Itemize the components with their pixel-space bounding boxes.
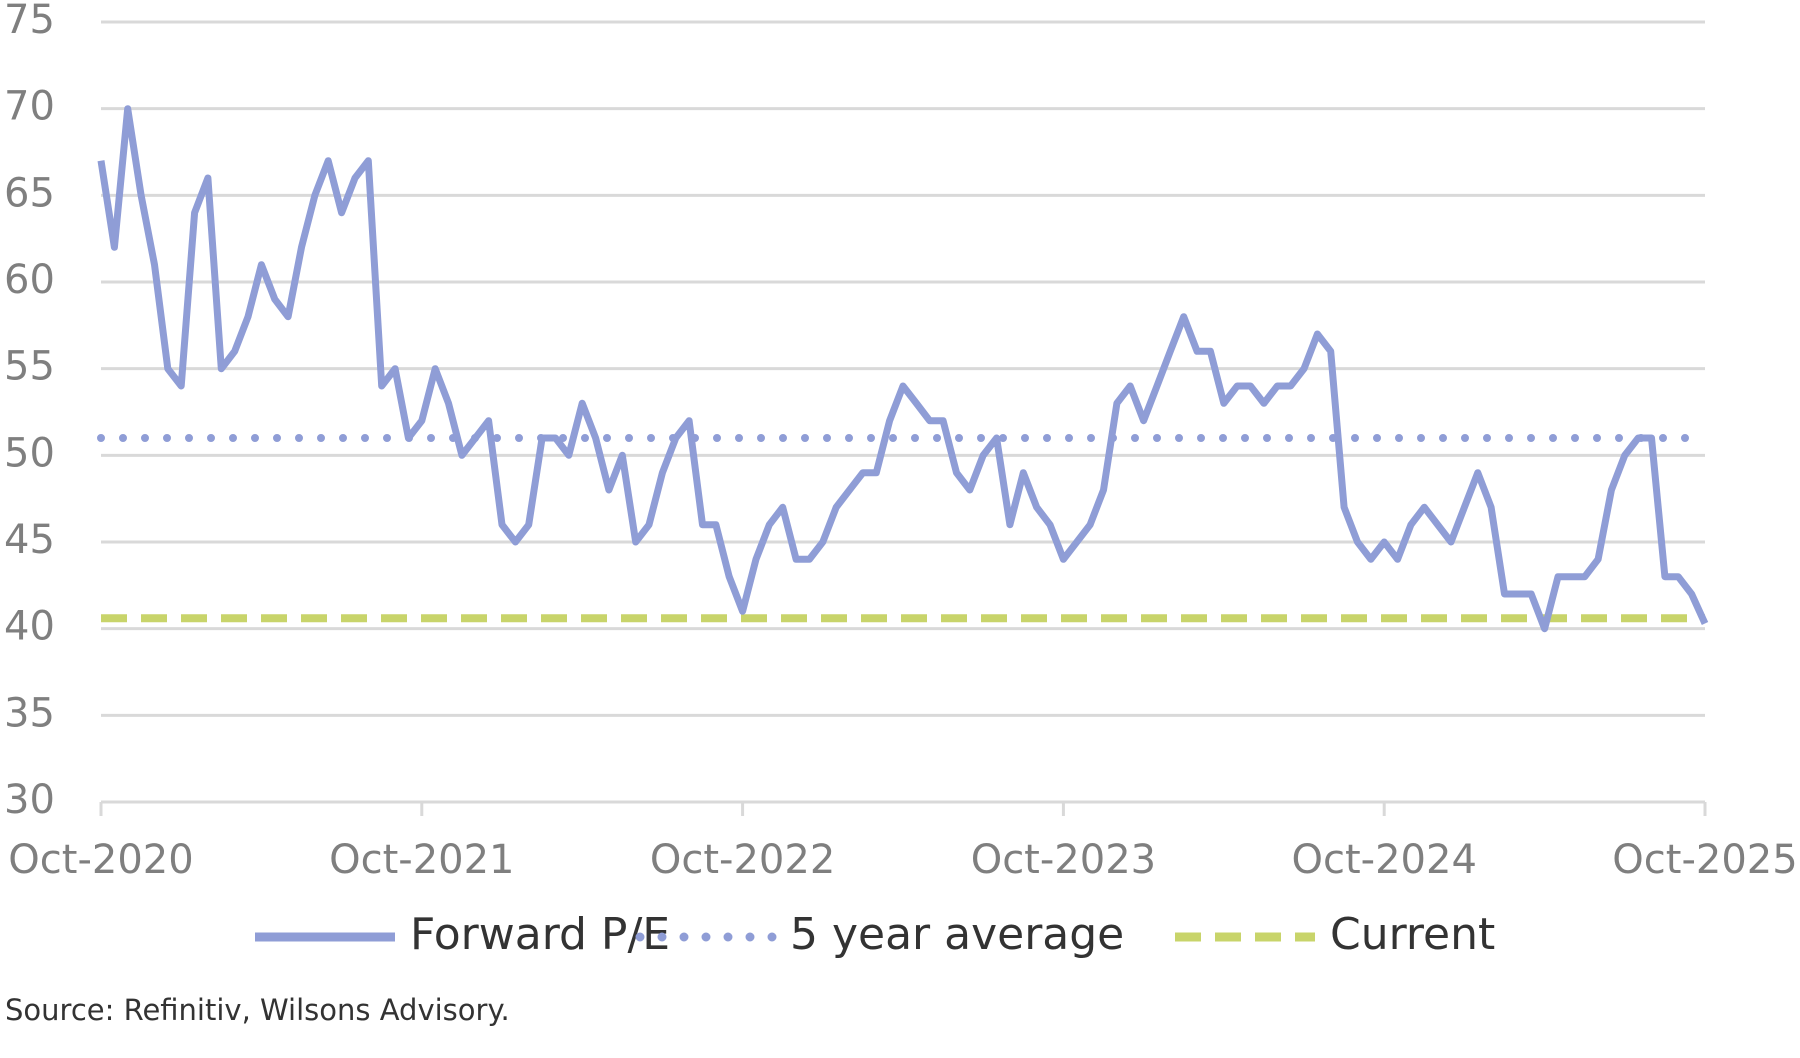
y-tick-label: 55 [4, 344, 55, 390]
legend-label: 5 year average [790, 909, 1124, 960]
y-tick-label: 35 [4, 690, 55, 736]
x-tick-label: Oct-2025 [1612, 837, 1797, 883]
series-line [97, 105, 1709, 633]
y-tick-label: 30 [4, 777, 55, 823]
y-tick-label: 70 [4, 84, 55, 130]
legend-label: Current [1330, 909, 1495, 960]
x-tick-label: Oct-2024 [1292, 837, 1477, 883]
legend-label: Forward P/E [410, 909, 670, 960]
y-tick-label: 50 [4, 430, 55, 476]
source-note: Source: Refinitiv, Wilsons Advisory. [5, 993, 510, 1027]
y-tick-label: 75 [4, 0, 55, 43]
x-tick-label: Oct-2023 [971, 837, 1156, 883]
y-tick-label: 60 [4, 257, 55, 303]
x-tick-label: Oct-2020 [8, 837, 193, 883]
y-tick-label: 45 [4, 517, 55, 563]
x-tick-label: Oct-2022 [650, 837, 835, 883]
x-tick-label: Oct-2021 [329, 837, 514, 883]
y-tick-label: 65 [4, 170, 55, 216]
y-tick-label: 40 [4, 604, 55, 650]
